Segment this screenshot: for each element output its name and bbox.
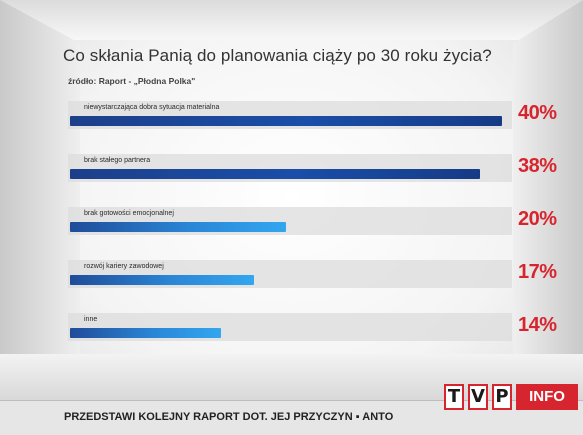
bar-value-label: 40%: [518, 102, 557, 124]
bar-value-label: 14%: [518, 314, 557, 336]
bar-value-label: 20%: [518, 208, 557, 230]
bar: [70, 222, 286, 232]
chart-source: źródło: Raport - „Płodna Polka": [68, 76, 196, 86]
bar-category-label: niewystarczająca dobra sytuacja material…: [84, 104, 220, 111]
ticker-text: PRZEDSTAWI KOLEJNY RAPORT DOT. JEJ PRZYC…: [64, 411, 394, 423]
bar-category-label: rozwój kariery zawodowej: [84, 263, 164, 270]
bar-value-label: 38%: [518, 155, 557, 177]
tvp-info-logo: T V P INFO: [444, 378, 583, 418]
bar-category-label: inne: [84, 316, 98, 323]
logo-letter-v: V: [468, 384, 488, 410]
bar: [70, 169, 480, 179]
bar: [70, 275, 254, 285]
bar-value-label: 17%: [518, 261, 557, 283]
logo-info: INFO: [516, 384, 578, 410]
logo-letter-t: T: [444, 384, 464, 410]
room-ceiling: [0, 0, 583, 40]
bar-category-label: brak stałego partnera: [84, 157, 151, 164]
bar: [70, 116, 502, 126]
chart-title: Co skłania Panią do planowania ciąży po …: [63, 46, 492, 65]
logo-letter-p: P: [492, 384, 512, 410]
bar-category-label: brak gotowości emocjonalnej: [84, 210, 174, 217]
bar: [70, 328, 221, 338]
